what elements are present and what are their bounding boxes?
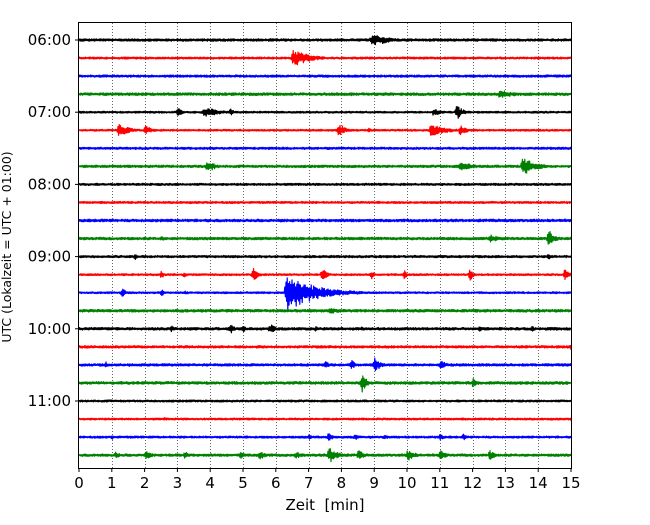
y-tick-label: 06:00 <box>28 31 71 49</box>
x-tick-label: 1 <box>107 474 117 492</box>
seismogram-trace <box>78 357 572 372</box>
x-tick-label: 8 <box>337 474 347 492</box>
seismogram-trace <box>78 74 572 78</box>
seismogram-trace <box>78 399 572 403</box>
x-tick-label: 2 <box>140 474 150 492</box>
seismogram-trace <box>78 200 572 205</box>
seismogram-trace <box>78 123 572 136</box>
y-tick-label: 08:00 <box>28 175 71 193</box>
seismogram-trace <box>78 433 572 441</box>
seismogram-trace <box>78 267 572 281</box>
y-axis-ticks: 06:00 07:00 08:00 09:00 10:00 11:00 <box>28 31 79 410</box>
x-tick-label: 6 <box>271 474 281 492</box>
seismogram-trace <box>78 230 572 245</box>
seismogram-trace <box>78 308 572 314</box>
y-tick-label: 11:00 <box>28 392 71 410</box>
x-tick-label: 15 <box>561 474 580 492</box>
x-tick-label: 3 <box>173 474 183 492</box>
seismogram-trace <box>78 158 572 174</box>
seismogram-trace <box>78 182 572 187</box>
seismogram-trace <box>78 448 572 463</box>
seismogram-traces <box>78 35 572 463</box>
x-tick-label: 7 <box>304 474 314 492</box>
seismogram-trace <box>78 277 572 311</box>
seismogram-trace <box>78 35 572 46</box>
y-axis-label: UTC (Lokalzeit = UTC + 01:00) <box>0 151 14 342</box>
x-axis-ticks: 0 1 2 3 4 5 6 7 8 9 10 11 12 13 14 15 <box>74 468 581 492</box>
seismogram-trace <box>78 254 572 261</box>
seismogram-trace <box>78 106 572 119</box>
x-tick-label: 10 <box>397 474 416 492</box>
vertical-grid <box>112 23 539 468</box>
seismogram-trace <box>78 344 572 350</box>
y-tick-label: 10:00 <box>28 320 71 338</box>
seismogram-trace <box>78 375 572 393</box>
x-tick-label: 4 <box>205 474 215 492</box>
y-tick-label: 07:00 <box>28 103 71 121</box>
y-tick-label: 09:00 <box>28 248 71 266</box>
seismogram-trace <box>78 324 572 334</box>
seismogram-trace <box>78 218 572 223</box>
x-tick-label: 12 <box>463 474 482 492</box>
x-tick-label: 14 <box>529 474 548 492</box>
x-tick-label: 5 <box>238 474 248 492</box>
x-axis-label: Zeit [min] <box>285 496 364 514</box>
seismogram-trace <box>78 417 572 422</box>
x-tick-label: 11 <box>430 474 449 492</box>
seismogram-trace <box>78 90 572 98</box>
x-tick-label: 13 <box>496 474 515 492</box>
x-tick-label: 9 <box>369 474 379 492</box>
seismogram-trace <box>78 50 572 66</box>
plot-frame <box>78 22 572 469</box>
x-tick-label: 0 <box>74 474 84 492</box>
seismogram-trace <box>78 146 572 150</box>
